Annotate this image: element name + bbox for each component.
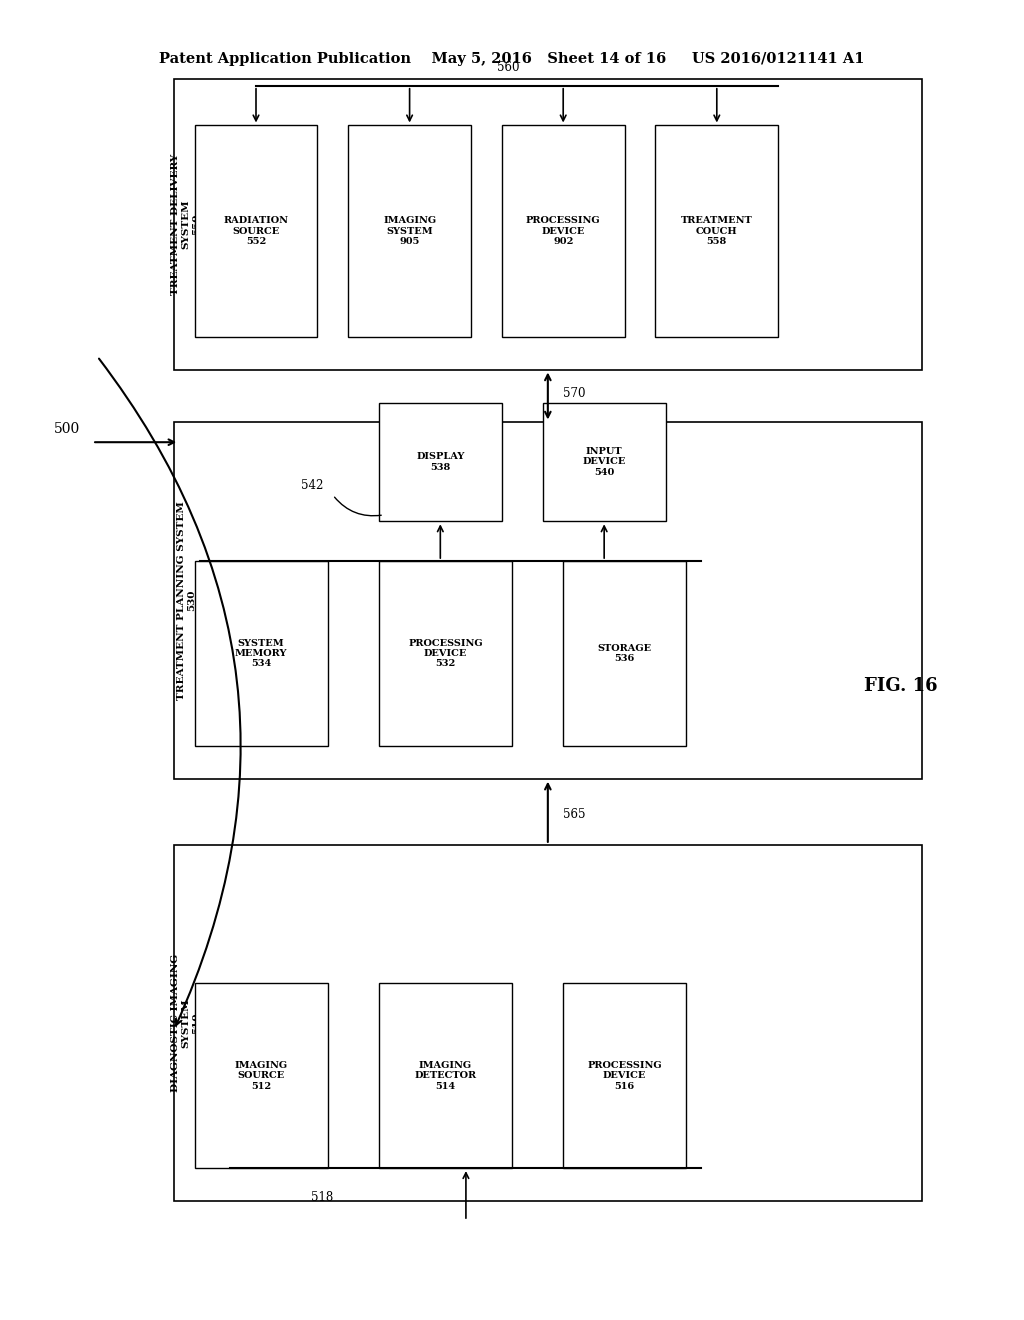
FancyBboxPatch shape [379, 983, 512, 1168]
FancyBboxPatch shape [348, 125, 471, 337]
Text: TREATMENT PLANNING SYSTEM
530: TREATMENT PLANNING SYSTEM 530 [177, 502, 196, 700]
Text: STORAGE
536: STORAGE 536 [598, 644, 651, 663]
FancyBboxPatch shape [195, 983, 328, 1168]
Text: PROCESSING
DEVICE
532: PROCESSING DEVICE 532 [409, 639, 482, 668]
FancyBboxPatch shape [195, 125, 317, 337]
Text: IMAGING
SYSTEM
905: IMAGING SYSTEM 905 [383, 216, 436, 246]
Text: 542: 542 [301, 479, 324, 492]
Text: 518: 518 [311, 1191, 334, 1204]
Text: TREATMENT
COUCH
558: TREATMENT COUCH 558 [681, 216, 753, 246]
Text: RADIATION
SOURCE
552: RADIATION SOURCE 552 [223, 216, 289, 246]
FancyBboxPatch shape [543, 403, 666, 521]
Text: 560: 560 [497, 61, 519, 74]
FancyBboxPatch shape [563, 561, 686, 746]
Text: FIG. 16: FIG. 16 [864, 677, 938, 696]
Text: PROCESSING
DEVICE
516: PROCESSING DEVICE 516 [588, 1061, 662, 1090]
Text: 565: 565 [563, 808, 586, 821]
Text: DISPLAY
538: DISPLAY 538 [416, 453, 465, 471]
Text: SYSTEM
MEMORY
534: SYSTEM MEMORY 534 [234, 639, 288, 668]
FancyBboxPatch shape [195, 561, 328, 746]
Text: IMAGING
DETECTOR
514: IMAGING DETECTOR 514 [415, 1061, 476, 1090]
FancyBboxPatch shape [563, 983, 686, 1168]
Text: Patent Application Publication    May 5, 2016   Sheet 14 of 16     US 2016/01211: Patent Application Publication May 5, 20… [160, 53, 864, 66]
Text: 500: 500 [53, 421, 80, 436]
FancyBboxPatch shape [174, 79, 922, 370]
Text: PROCESSING
DEVICE
902: PROCESSING DEVICE 902 [526, 216, 600, 246]
FancyBboxPatch shape [174, 422, 922, 779]
FancyBboxPatch shape [655, 125, 778, 337]
FancyBboxPatch shape [379, 403, 502, 521]
Text: IMAGING
SOURCE
512: IMAGING SOURCE 512 [234, 1061, 288, 1090]
FancyBboxPatch shape [379, 561, 512, 746]
Text: TREATMENT DELIVERY
SYSTEM
550: TREATMENT DELIVERY SYSTEM 550 [171, 153, 202, 296]
FancyBboxPatch shape [502, 125, 625, 337]
Text: INPUT
DEVICE
540: INPUT DEVICE 540 [583, 447, 626, 477]
Text: 570: 570 [563, 387, 586, 400]
FancyBboxPatch shape [174, 845, 922, 1201]
Text: DIAGNOSTIC IMAGING
SYSTEM
510: DIAGNOSTIC IMAGING SYSTEM 510 [171, 954, 202, 1092]
